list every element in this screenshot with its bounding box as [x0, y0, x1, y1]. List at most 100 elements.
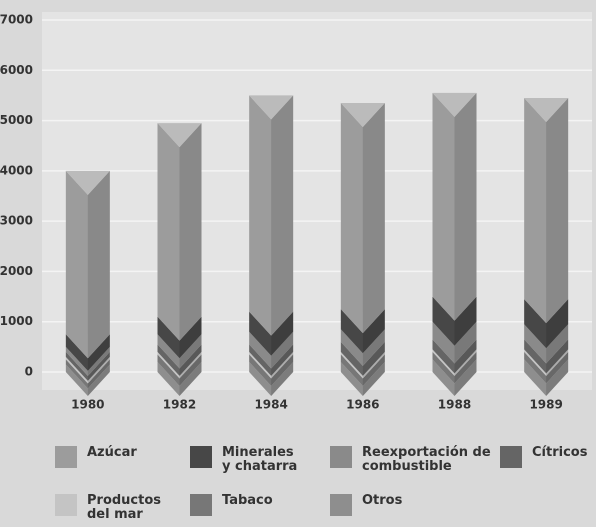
bar-segment	[157, 334, 202, 369]
bar-shade	[546, 97, 569, 324]
legend-item: Cítricos	[500, 446, 596, 468]
legend-label: Reexportación de combustible	[362, 445, 491, 474]
bar-segment	[249, 311, 294, 356]
bar-segment	[524, 359, 569, 396]
legend-label: Cítricos	[532, 445, 588, 460]
x-tick-label: 1988	[438, 398, 471, 412]
bar-shade	[87, 356, 110, 384]
bar-shade	[87, 359, 110, 389]
bar-segment	[432, 359, 477, 396]
bar-top	[340, 102, 385, 127]
bar-shade	[179, 351, 202, 379]
bar-shade	[179, 123, 202, 341]
bar-segment	[65, 170, 110, 359]
legend-item: Productos del mar	[55, 494, 167, 522]
x-tick-label: 1984	[254, 398, 287, 412]
legend-swatch	[55, 494, 77, 516]
y-tick-label: 0	[25, 365, 33, 379]
bar-segment	[524, 299, 569, 349]
bar-shade	[454, 296, 477, 346]
legend-item: Tabaco	[190, 494, 340, 516]
bar-segment	[157, 354, 202, 386]
bar-shade	[454, 351, 477, 384]
bar-segment	[65, 364, 110, 396]
y-tick-label: 2000	[0, 264, 33, 278]
bar-segment	[340, 354, 385, 386]
y-tick-label: 5000	[0, 113, 33, 127]
legend-label: Tabaco	[222, 493, 273, 508]
legend-label: Productos del mar	[87, 493, 162, 522]
bar-segment	[65, 346, 110, 376]
bar-shade	[454, 359, 477, 396]
bar-segment	[432, 321, 477, 364]
bar-segment	[157, 344, 202, 376]
x-tick-label: 1989	[529, 398, 562, 412]
bar-segment	[524, 324, 569, 364]
bar-shade	[179, 344, 202, 376]
bar-shade	[362, 361, 385, 396]
bar-shade	[179, 354, 202, 386]
legend-item: Minerales y chatarra	[190, 446, 302, 474]
bar-segment	[249, 361, 294, 396]
legend-swatch	[55, 446, 77, 468]
bar-segment	[65, 351, 110, 381]
y-tick-label: 3000	[0, 214, 33, 228]
bar-shade	[271, 95, 294, 336]
bar-segment	[432, 296, 477, 346]
bar-segment	[65, 334, 110, 371]
legend-label: Otros	[362, 493, 403, 508]
bar-segment	[524, 339, 569, 374]
legend-swatch	[190, 446, 212, 468]
bar-segment	[340, 309, 385, 354]
bar-shade	[362, 351, 385, 379]
y-tick-label: 4000	[0, 163, 33, 177]
bar-shade	[362, 102, 385, 334]
bar-segment	[432, 351, 477, 384]
legend: Azúcar Minerales y chatarra Reexportación …	[0, 438, 596, 527]
legend-swatch	[330, 494, 352, 516]
x-tick-label: 1986	[346, 398, 379, 412]
y-tick-label: 6000	[0, 63, 33, 77]
legend-swatch	[190, 494, 212, 516]
bar-segment	[524, 351, 569, 384]
bar-shade	[454, 92, 477, 321]
bar-segment	[157, 123, 202, 341]
bar-shade	[454, 321, 477, 364]
bar-shade	[546, 324, 569, 364]
bar-segment	[157, 316, 202, 359]
bar-shade	[179, 316, 202, 359]
bar-shade	[179, 334, 202, 369]
bar-shade	[271, 344, 294, 376]
bar-shade	[362, 354, 385, 386]
bar-segment	[340, 102, 385, 334]
bar-shade	[179, 361, 202, 396]
bar-segment	[340, 361, 385, 396]
bar-shade	[454, 339, 477, 374]
bar-top	[65, 170, 110, 195]
bar-shade	[271, 354, 294, 386]
bar-shade	[362, 341, 385, 376]
legend-item: Azúcar	[55, 446, 167, 468]
bar-shade	[546, 359, 569, 396]
x-tick-label: 1982	[163, 398, 196, 412]
bar-segment	[249, 354, 294, 386]
bar-shade	[87, 334, 110, 371]
bar-shade	[454, 349, 477, 376]
bar-shade	[362, 329, 385, 366]
legend-item: Otros	[330, 494, 480, 516]
bar-shade	[362, 309, 385, 354]
legend-swatch	[330, 446, 352, 468]
bar-top	[524, 97, 569, 122]
legend-swatch	[500, 446, 522, 468]
bar-shade	[87, 364, 110, 396]
legend-item: Reexportación de combustible	[330, 446, 492, 474]
bar-segment	[157, 361, 202, 396]
bar-shade	[546, 339, 569, 374]
plot-area	[42, 12, 592, 390]
bar-segment	[249, 95, 294, 336]
x-tick-label: 1980	[71, 398, 104, 412]
y-tick-label: 1000	[0, 314, 33, 328]
legend-label: Azúcar	[87, 445, 137, 460]
bar-shade	[271, 351, 294, 379]
